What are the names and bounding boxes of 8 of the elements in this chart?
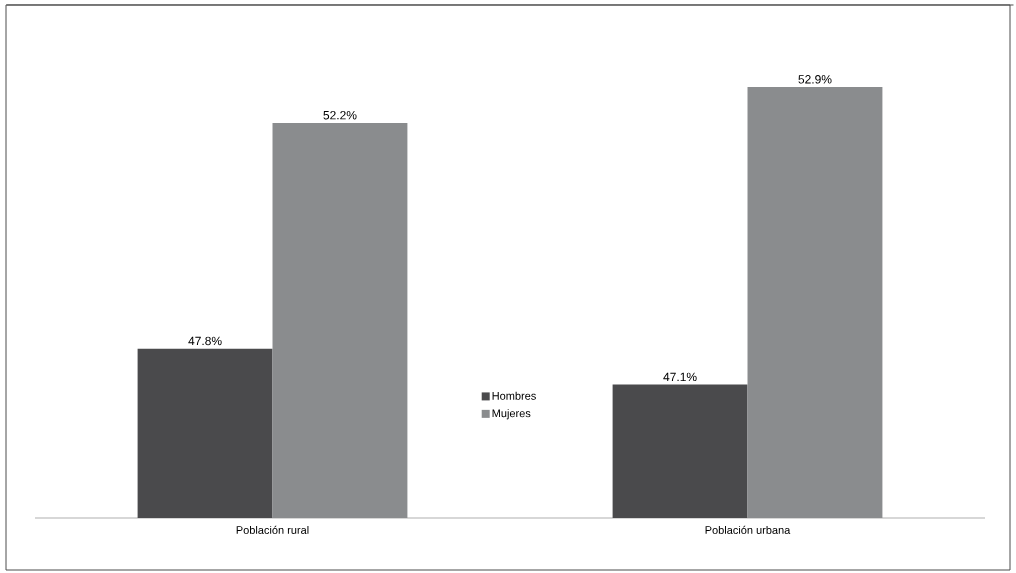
legend-label: Hombres [492,391,536,400]
data-label: 47.1% [663,372,697,382]
x-tick-label: Población rural [236,525,309,534]
x-tick-label: Población urbana [705,525,791,534]
data-label: 52.9% [798,75,832,84]
legend-label: Mujeres [492,409,531,420]
data-label: 47.8% [188,336,222,346]
data-label: 52.2% [323,110,357,120]
